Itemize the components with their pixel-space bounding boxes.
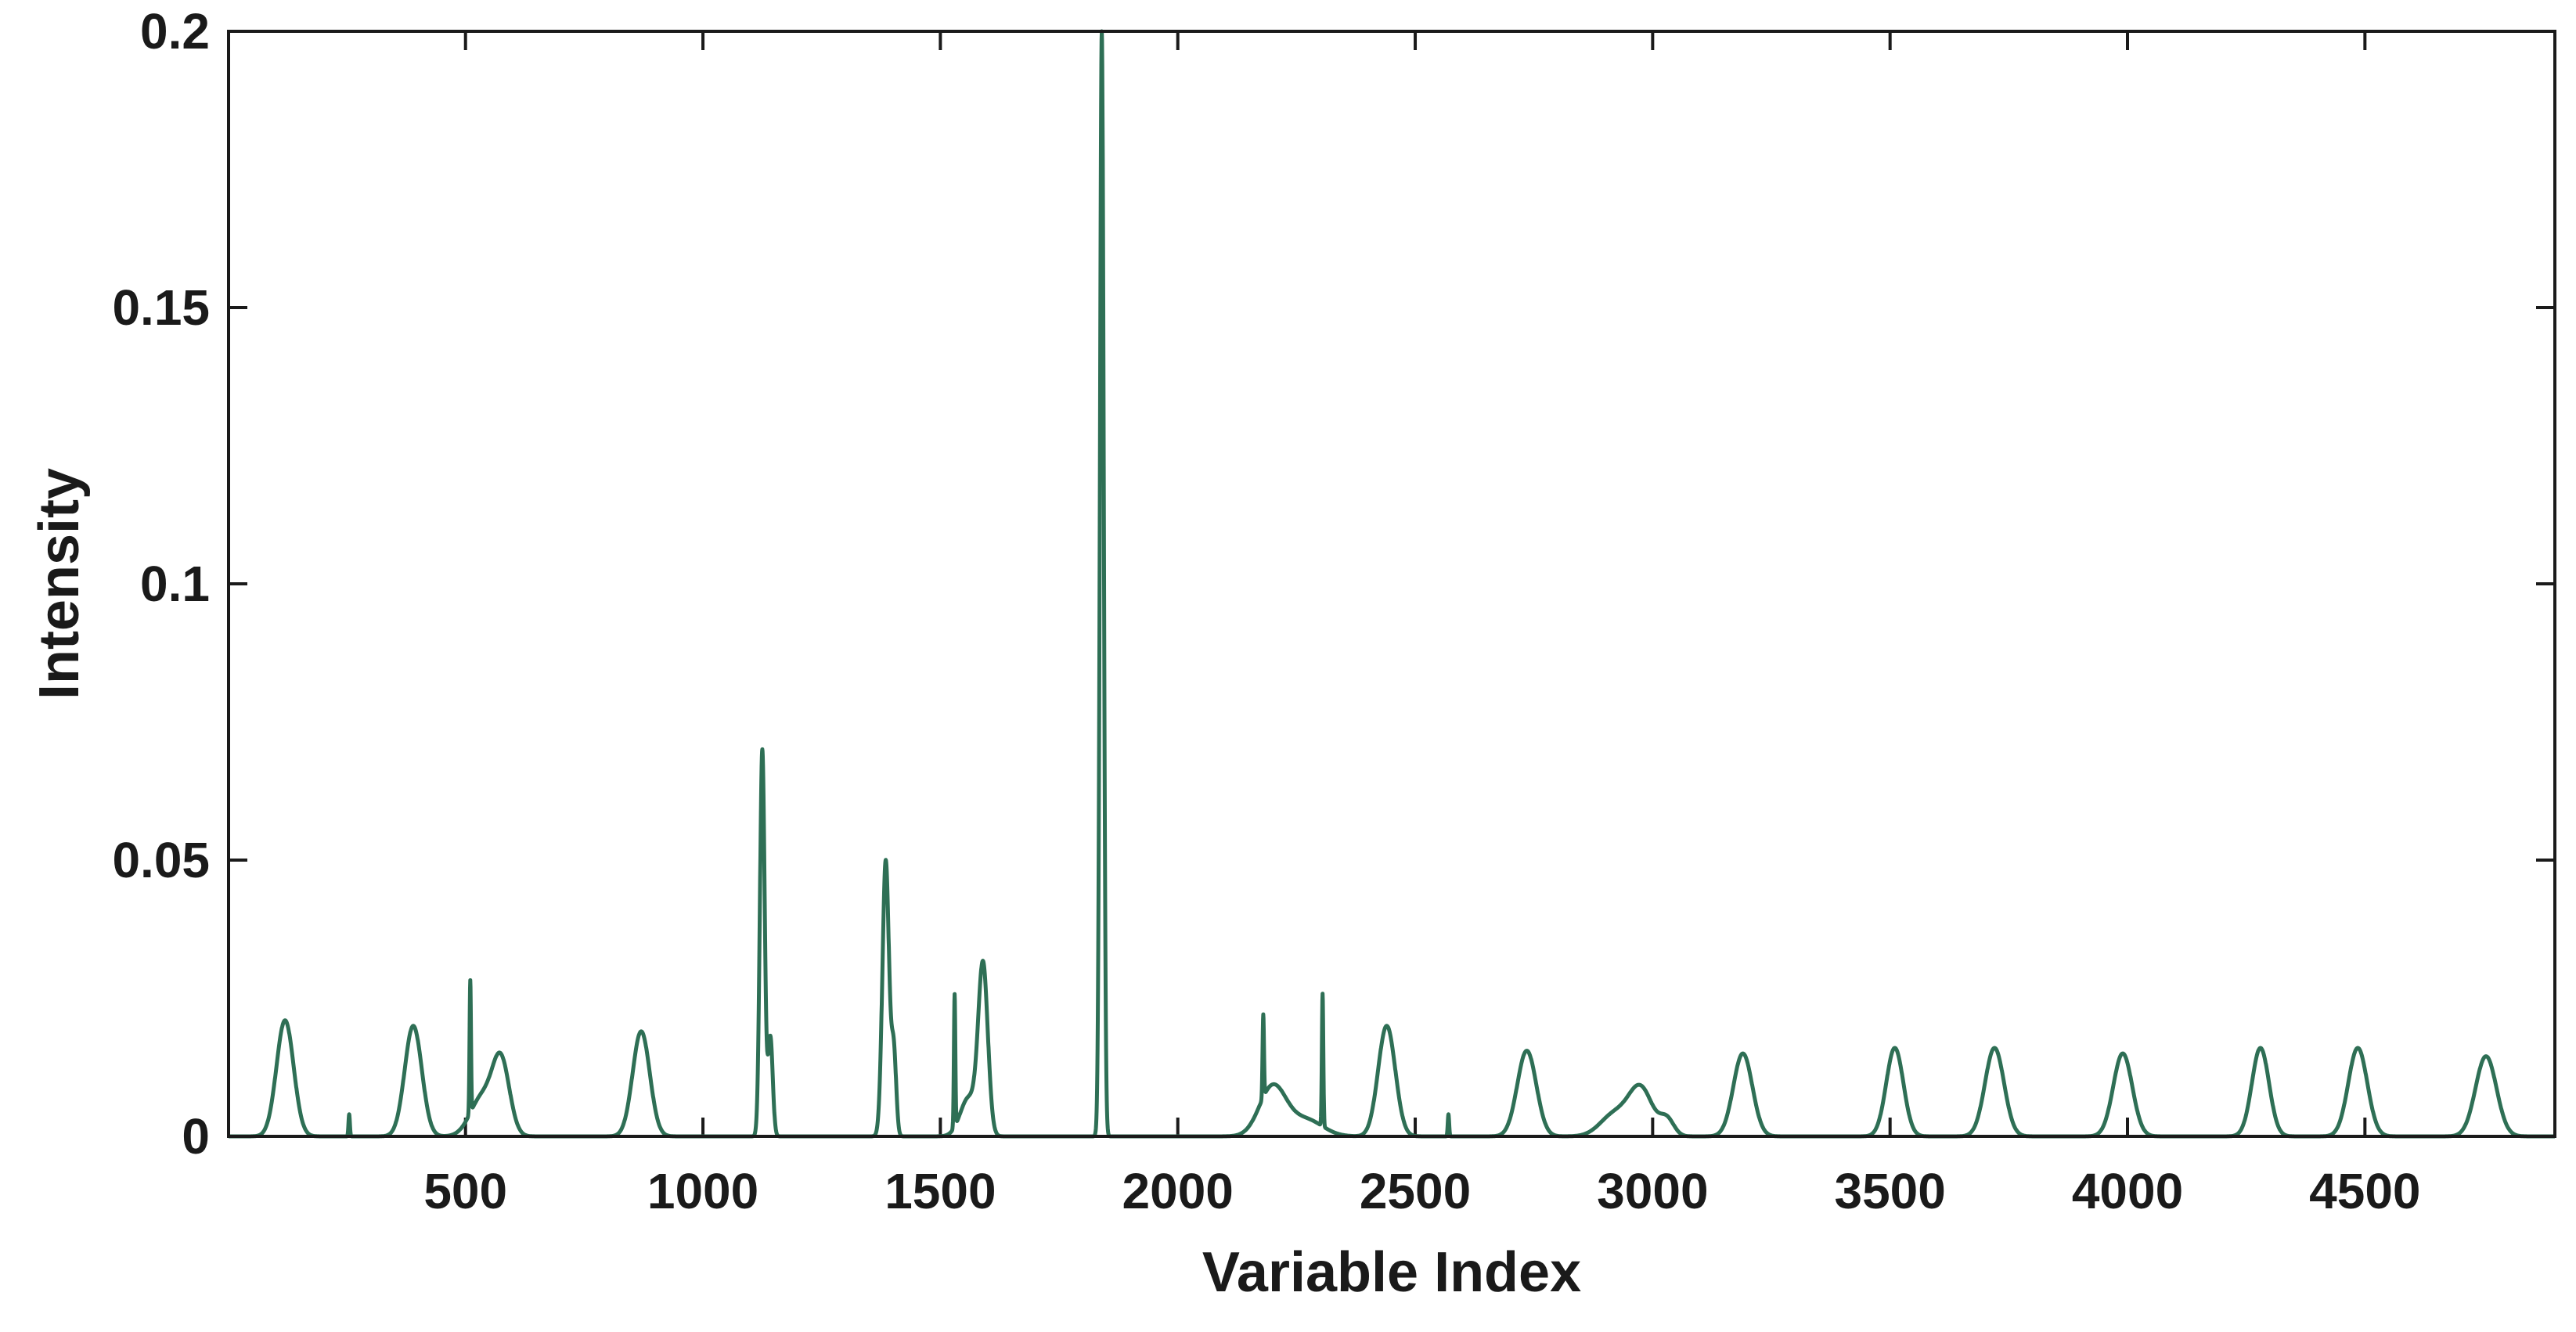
y-tick-label: 0.2 xyxy=(140,3,210,59)
y-tick-label: 0 xyxy=(182,1108,210,1165)
series-line xyxy=(226,29,2557,1139)
x-tick-label: 3000 xyxy=(1597,1163,1708,1219)
x-tick-label: 1500 xyxy=(884,1163,996,1219)
y-axis-ticks: 0 0.05 0.1 0.15 0.2 xyxy=(112,3,2555,1165)
x-tick-label: 2500 xyxy=(1360,1163,1471,1219)
x-tick-label: 4500 xyxy=(2309,1163,2420,1219)
x-axis-label: Variable Index xyxy=(1202,1241,1581,1304)
x-axis-ticks: 500 1000 1500 2000 2500 3000 3500 4000 4500 xyxy=(423,31,2421,1219)
y-tick-label: 0.15 xyxy=(112,279,210,336)
plot-frame xyxy=(227,30,2556,1138)
y-tick-label: 0.1 xyxy=(140,556,210,612)
x-tick-label: 500 xyxy=(423,1163,507,1219)
y-axis-label: Intensity xyxy=(28,468,91,700)
x-tick-label: 3500 xyxy=(1834,1163,1945,1219)
x-tick-label: 4000 xyxy=(2072,1163,2183,1219)
x-tick-label: 1000 xyxy=(647,1163,758,1219)
y-tick-label: 0.05 xyxy=(112,832,210,888)
x-tick-label: 2000 xyxy=(1122,1163,1234,1219)
